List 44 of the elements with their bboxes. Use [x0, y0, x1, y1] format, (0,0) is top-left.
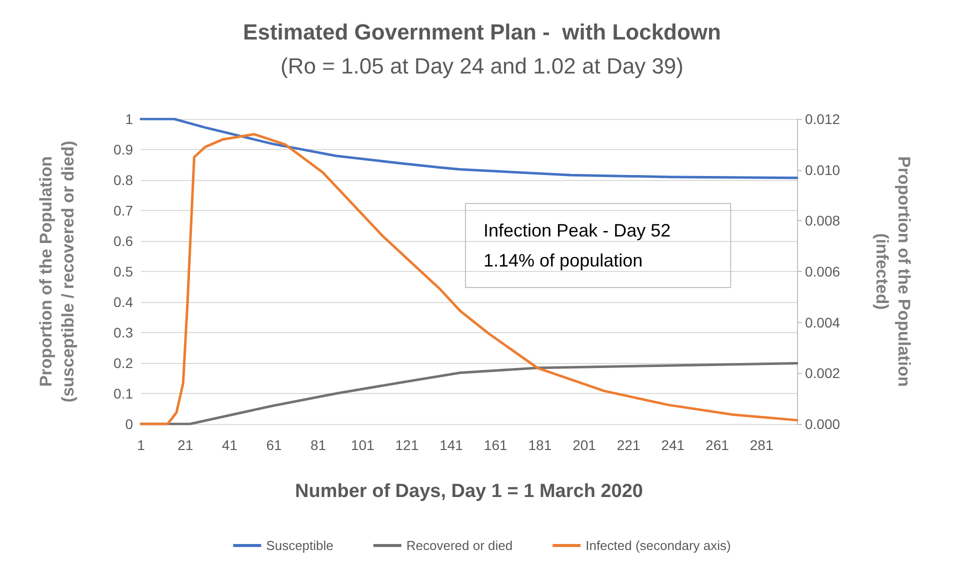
x-tick-label: 281 [750, 437, 774, 453]
x-tick-label: 1 [137, 437, 146, 453]
y-tick-label: 0 [125, 416, 134, 432]
x-tick-label: 121 [395, 437, 419, 453]
y2-tick-label: 0.002 [805, 365, 840, 382]
x-tick-label: 161 [484, 437, 508, 453]
y-tick-label: 0.5 [114, 264, 134, 280]
y-tick-label: 0.7 [114, 202, 134, 218]
y-tick-label: 0.9 [114, 142, 134, 158]
x-tick-label: 221 [616, 437, 640, 453]
y-tick-label: 0.6 [114, 233, 134, 249]
y-axis-title: Proportion of the Population (susceptible / recovered or died) [36, 140, 78, 402]
x-tick-label: 21 [178, 437, 194, 453]
y-tick-label: 0.3 [114, 324, 134, 340]
x-tick-label: 61 [266, 437, 282, 453]
x-tick-label: 241 [661, 437, 685, 453]
x-axis-title: Number of Days, Day 1 = 1 March 2020 [295, 481, 643, 502]
y2-tick-label: 0.010 [805, 162, 840, 178]
line-series [140, 133, 798, 426]
y-tick-label: 1 [125, 111, 134, 127]
y2-tick-label: 0.000 [805, 416, 840, 432]
y2-tick-label: 0.006 [805, 264, 840, 280]
annotation: Infection Peak - Day 52 1.14% of population [484, 220, 671, 270]
x-tick-label: 261 [706, 437, 730, 453]
legend-label: Infected (secondary axis) [586, 538, 731, 553]
x-tick-label: 141 [440, 437, 464, 453]
y2-tick-label: 0.012 [805, 111, 840, 127]
x-tick-label: 101 [350, 437, 375, 453]
x-tick-label: 201 [572, 437, 596, 453]
chart-subtitle: (Ro = 1.05 at Day 24 and 1.02 at Day 39) [280, 54, 684, 78]
legend-label: Recovered or died [406, 538, 513, 553]
y2-tick-label: 0.008 [805, 212, 840, 229]
y2-axis-title: Proportion of the Population (infected) [872, 156, 914, 387]
y-tick-label: 0.2 [114, 355, 134, 371]
line-series [140, 118, 798, 180]
y-tick-label: 0.4 [114, 294, 134, 310]
legend-label: Susceptible [266, 538, 334, 553]
chart-title: Estimated Government Plan - with Lockdown [243, 20, 721, 44]
y-tick-label: 0.8 [114, 172, 134, 188]
x-tick-label: 41 [222, 437, 238, 453]
x-tick-label: 181 [528, 437, 552, 453]
y2-tick-label: 0.004 [805, 314, 840, 330]
x-tick-label: 81 [310, 437, 326, 453]
y-tick-label: 0.1 [114, 386, 134, 402]
